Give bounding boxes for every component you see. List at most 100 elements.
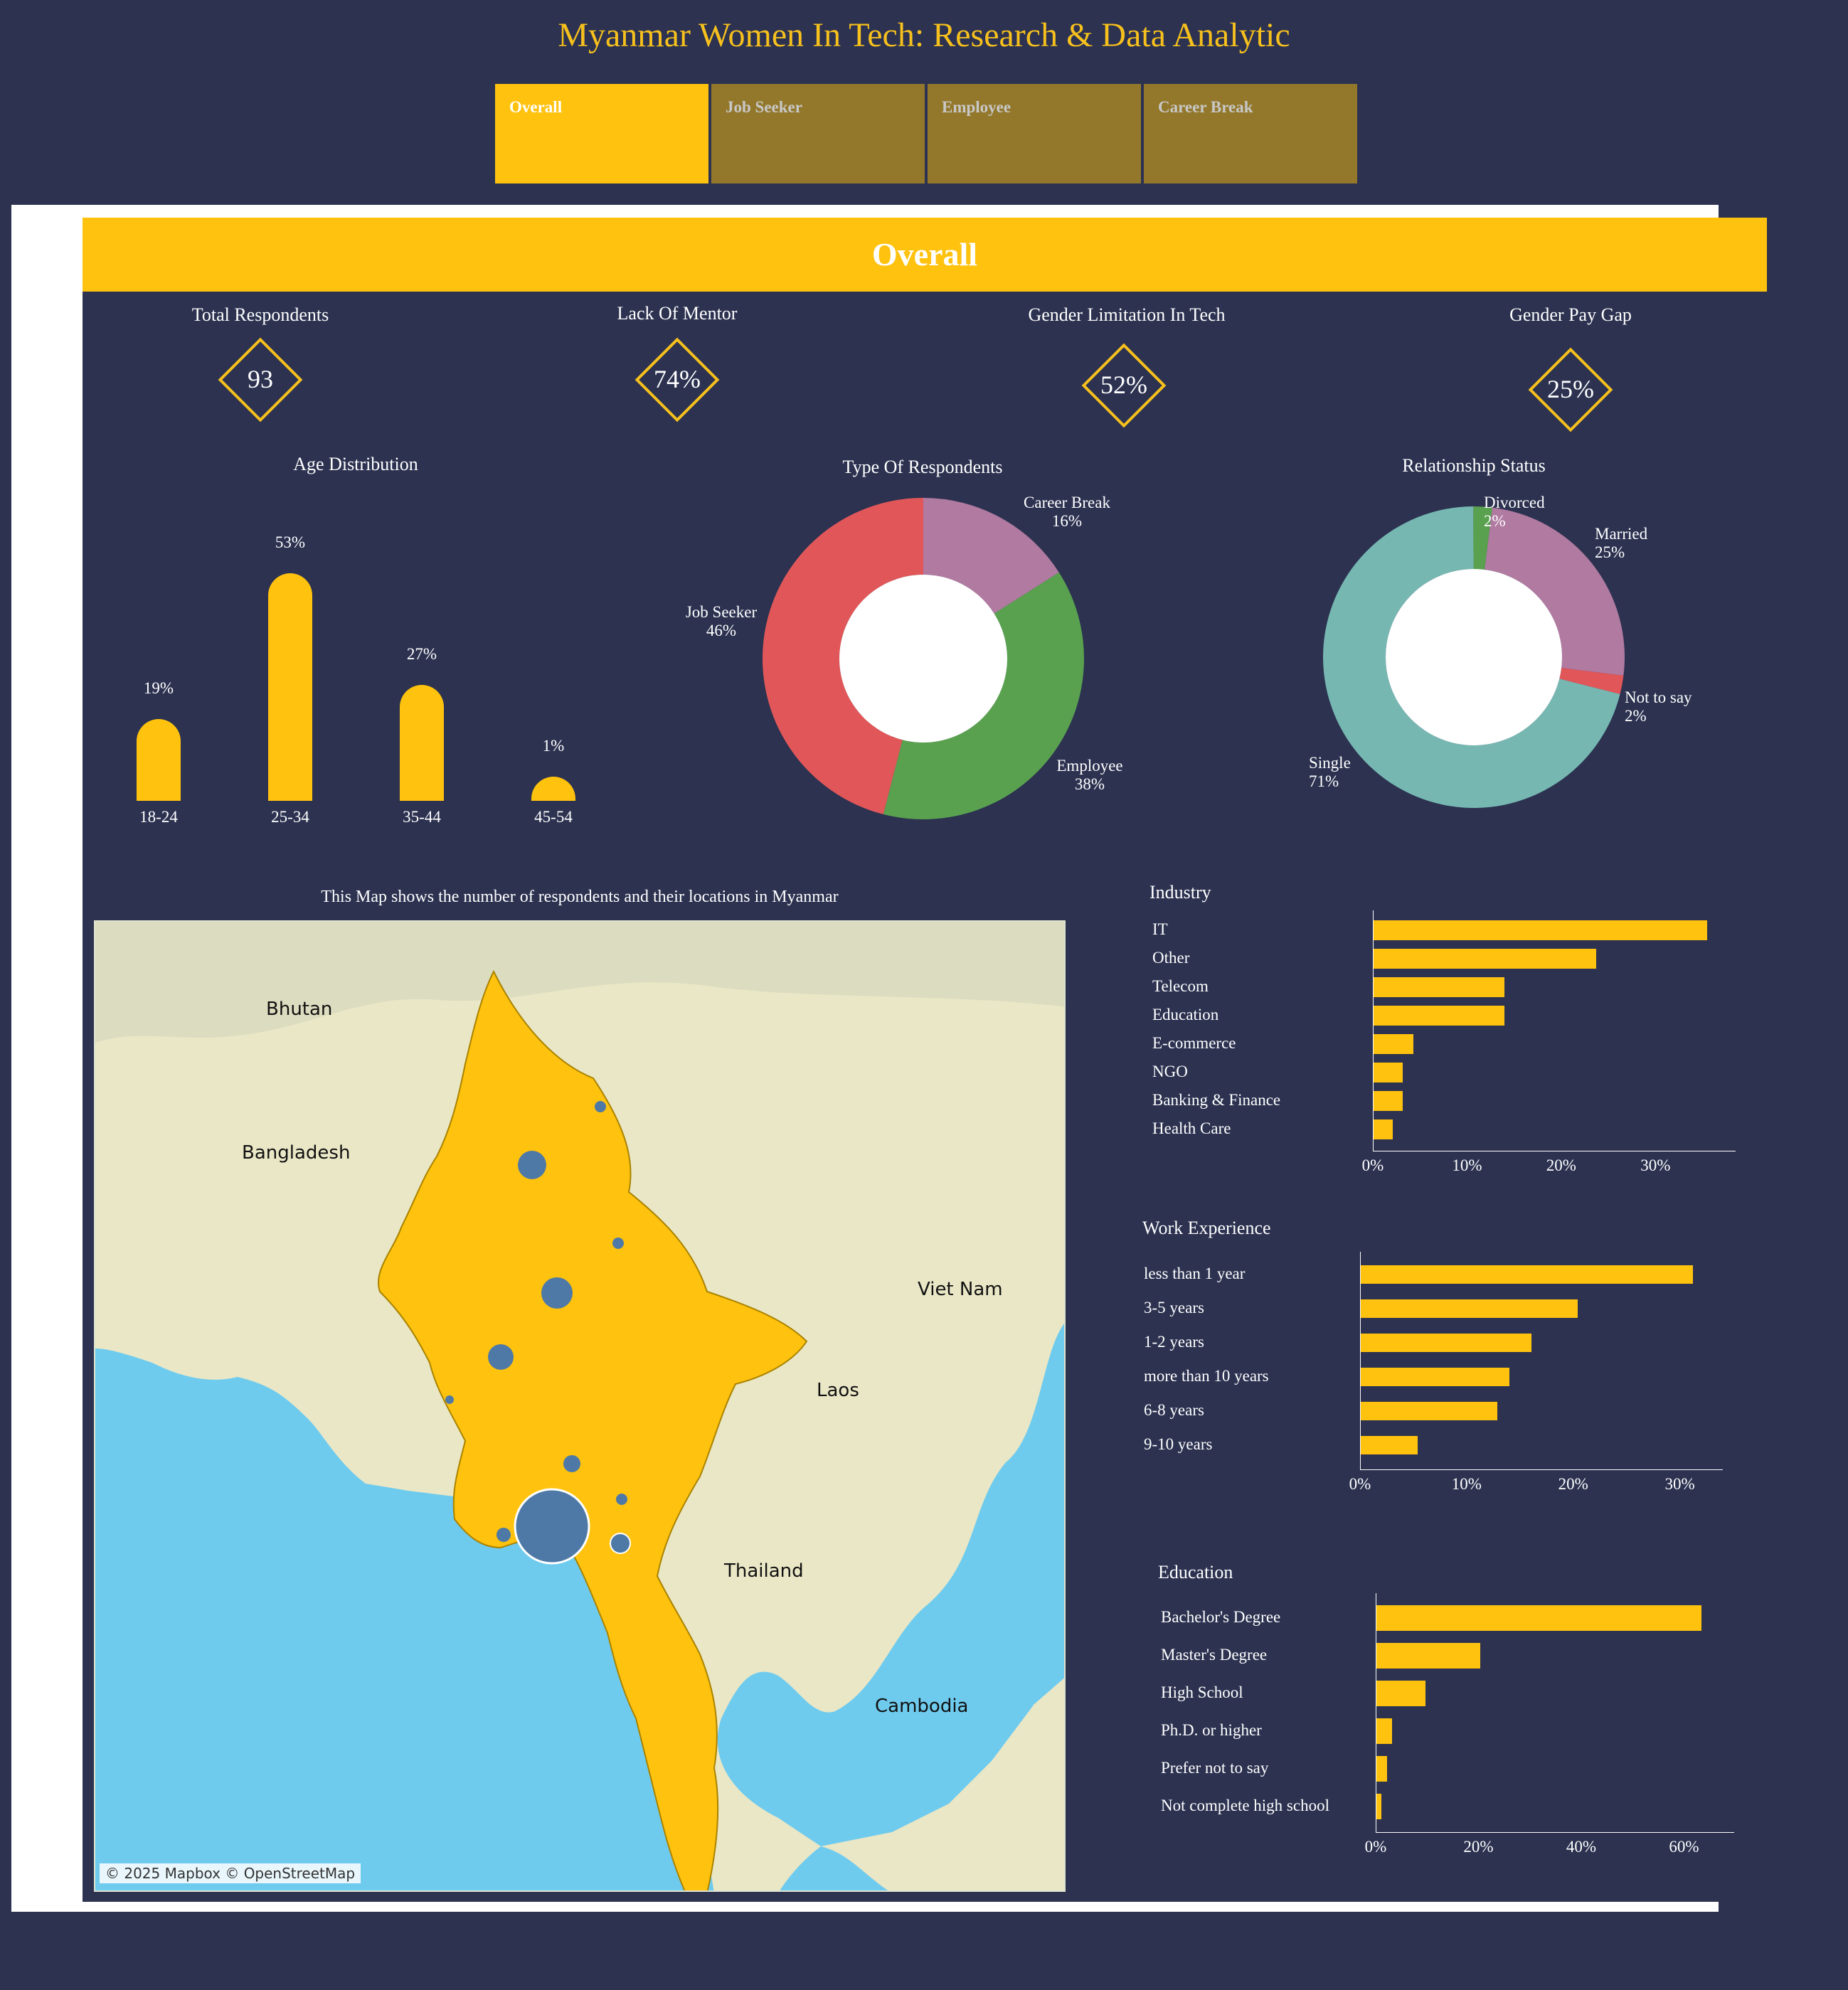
bar-9-10-years[interactable] xyxy=(1360,1436,1418,1454)
donut-slice-job-seeker[interactable] xyxy=(763,498,923,814)
donut-slice-single[interactable] xyxy=(1323,506,1620,808)
bar-less-than-1-year[interactable] xyxy=(1360,1265,1693,1284)
myanmar-shape xyxy=(378,969,808,1890)
donut-label-job-seeker: Job Seeker 46% xyxy=(685,603,758,639)
age-category-label: 18-24 xyxy=(139,808,178,826)
age-chart-title: Age Distribution xyxy=(293,454,418,474)
bar-category-label: E-commerce xyxy=(1152,1034,1236,1052)
donut-label-single: Single 71% xyxy=(1309,754,1351,790)
map-attribution[interactable]: © 2025 Mapbox © OpenStreetMap xyxy=(100,1863,361,1883)
x-tick-label: 0% xyxy=(1361,1156,1384,1174)
respondent-bubble[interactable] xyxy=(488,1344,514,1370)
donut-label-married: Married 25% xyxy=(1595,525,1648,561)
bar-banking-finance[interactable] xyxy=(1373,1091,1403,1111)
donut-label-not-to-say: Not to say 2% xyxy=(1625,688,1692,725)
bar-not-complete-high-school[interactable] xyxy=(1376,1793,1381,1819)
donut-slice-married[interactable] xyxy=(1485,507,1625,676)
respondent-bubble[interactable] xyxy=(496,1528,511,1542)
bar-3-5-years[interactable] xyxy=(1360,1299,1578,1318)
age-bar-25-34[interactable] xyxy=(268,573,312,801)
tab-job-seeker[interactable]: Job Seeker xyxy=(711,84,925,183)
bar-high-school[interactable] xyxy=(1376,1680,1426,1706)
bar-telecom[interactable] xyxy=(1373,977,1505,997)
x-tick-label: 20% xyxy=(1558,1475,1588,1493)
bar-category-label: Health Care xyxy=(1152,1119,1231,1137)
respondent-bubble[interactable] xyxy=(518,1151,546,1179)
map-label-cambodia: Cambodia xyxy=(875,1696,969,1717)
tab-label: Career Break xyxy=(1158,98,1253,116)
donut-slice-employee[interactable] xyxy=(883,572,1084,819)
donut-slice-not-to-say[interactable] xyxy=(1559,668,1624,695)
mountain-shape xyxy=(95,922,1064,1043)
bar-category-label: Master's Degree xyxy=(1161,1645,1268,1664)
bar-6-8-years[interactable] xyxy=(1360,1402,1498,1420)
x-axis-line xyxy=(1360,1469,1723,1470)
age-bar-45-54[interactable] xyxy=(531,777,575,801)
bar-category-label: Telecom xyxy=(1152,977,1209,995)
relationship-chart-title: Relationship Status xyxy=(1402,455,1546,476)
tab-label: Overall xyxy=(509,98,563,116)
bar-category-label: Not complete high school xyxy=(1161,1796,1329,1814)
bar-category-label: 6-8 years xyxy=(1144,1401,1204,1419)
donut-slice-career-break[interactable] xyxy=(923,498,1059,614)
respondent-bubble[interactable] xyxy=(445,1395,454,1404)
age-category-label: 35-44 xyxy=(403,808,441,826)
tab-overall[interactable]: Overall xyxy=(495,84,708,183)
donut-slice-divorced[interactable] xyxy=(1473,506,1492,570)
industry-chart-title: Industry xyxy=(1149,882,1211,903)
bar-1-2-years[interactable] xyxy=(1360,1334,1532,1352)
age-bar-18-24[interactable] xyxy=(137,719,181,801)
age-category-label: 45-54 xyxy=(534,808,573,826)
map-caption: This Map shows the number of respondents… xyxy=(321,888,839,906)
tab-career-break[interactable]: Career Break xyxy=(1144,84,1357,183)
bar-ngo[interactable] xyxy=(1373,1063,1403,1082)
bar-education[interactable] xyxy=(1373,1006,1505,1026)
myanmar-map[interactable]: Bhutan Bangladesh Viet Nam Laos Thailand… xyxy=(94,920,1066,1892)
bar-health-care[interactable] xyxy=(1373,1119,1393,1139)
respondent-bubble-yangon[interactable] xyxy=(514,1488,590,1565)
y-axis-line xyxy=(1360,1252,1361,1469)
bar-e-commerce[interactable] xyxy=(1373,1034,1413,1054)
age-bar-label: 53% xyxy=(275,533,306,551)
map-label-bhutan: Bhutan xyxy=(266,999,333,1020)
donut-label-divorced: Divorced 2% xyxy=(1484,494,1545,530)
x-tick-label: 40% xyxy=(1566,1838,1597,1856)
map-label-thailand: Thailand xyxy=(724,1560,804,1582)
respondent-bubble[interactable] xyxy=(563,1455,580,1472)
respondent-bubble[interactable] xyxy=(595,1101,606,1112)
x-tick-label: 10% xyxy=(1451,1475,1482,1493)
kpi-total-respondents-label: Total Respondents xyxy=(191,304,329,325)
map-label-laos: Laos xyxy=(817,1380,859,1401)
bar-other[interactable] xyxy=(1373,949,1596,969)
respondent-type-donut xyxy=(763,498,1084,819)
x-tick-label: 30% xyxy=(1640,1156,1671,1174)
kpi-gender-limitation-label: Gender Limitation In Tech xyxy=(1028,304,1226,325)
bar-category-label: NGO xyxy=(1152,1063,1188,1080)
bar-prefer-not-to-say[interactable] xyxy=(1376,1755,1387,1782)
kpi-lack-of-mentor-label: Lack Of Mentor xyxy=(617,303,738,324)
respondent-bubble[interactable] xyxy=(616,1494,627,1505)
bar-category-label: Banking & Finance xyxy=(1152,1091,1281,1109)
age-bar-35-44[interactable] xyxy=(400,684,444,801)
relationship-status-donut xyxy=(1323,506,1625,808)
bar-category-label: less than 1 year xyxy=(1144,1265,1246,1282)
x-tick-label: 0% xyxy=(1349,1475,1371,1493)
bar-ph-d-or-higher[interactable] xyxy=(1376,1718,1393,1744)
x-tick-label: 60% xyxy=(1669,1838,1699,1856)
respondent-bubble[interactable] xyxy=(612,1238,624,1249)
bar-category-label: 9-10 years xyxy=(1144,1435,1213,1453)
age-distribution-chart: 19% 18-24 53% 25-34 27% 35-44 1% 45-54 xyxy=(107,519,605,832)
work-experience-chart-title: Work Experience xyxy=(1142,1218,1271,1238)
respondent-bubble[interactable] xyxy=(541,1277,573,1309)
respondent-bubble[interactable] xyxy=(610,1533,631,1554)
donut-label-employee: Employee 38% xyxy=(1056,757,1123,793)
x-axis-line xyxy=(1376,1832,1734,1833)
age-bar-label: 27% xyxy=(406,644,437,663)
bar-more-than-10-years[interactable] xyxy=(1360,1368,1509,1386)
bar-it[interactable] xyxy=(1373,920,1708,940)
respondents-chart-title: Type Of Respondents xyxy=(842,457,1003,477)
bar-bachelor-s-degree[interactable] xyxy=(1376,1605,1701,1631)
bar-master-s-degree[interactable] xyxy=(1376,1642,1481,1669)
tab-employee[interactable]: Employee xyxy=(928,84,1141,183)
x-tick-label: 0% xyxy=(1364,1838,1387,1856)
